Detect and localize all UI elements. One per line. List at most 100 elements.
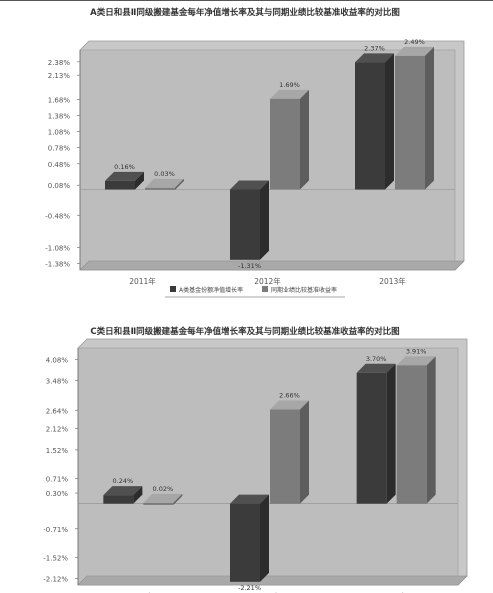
bar-front-face (355, 62, 385, 190)
bar-benchmark (395, 46, 434, 190)
y-tick-label: 2.13% (48, 72, 71, 80)
legend: A类基金份额净值增长率 同期业绩比较基准收益率 (165, 286, 345, 298)
bar-value-label: 3.70% (366, 355, 387, 363)
y-tick-label: 1.08% (48, 129, 71, 137)
bar-benchmark (396, 356, 436, 504)
bar-value-label: 2.49% (404, 38, 425, 46)
bar-front-face (396, 365, 427, 504)
bar-top-face (270, 400, 309, 410)
y-tick-label: 0.48% (48, 161, 71, 169)
bar-front-face (145, 187, 175, 190)
legend-swatch (262, 286, 268, 292)
bar-top-face (230, 494, 269, 504)
y-tick-label: -2.12% (43, 576, 68, 584)
bar-side-face (425, 46, 434, 190)
bar-side-face (300, 89, 309, 190)
bar-side-face (386, 363, 396, 504)
plot-floor (79, 260, 465, 271)
bar-side-face (135, 171, 144, 190)
x-category-label: 2013年 (379, 276, 406, 286)
y-tick-label: -0.71% (43, 526, 68, 534)
bar-value-label: 0.16% (114, 163, 135, 171)
bar-side-face (426, 356, 436, 504)
y-tick-label: 1.68% (48, 96, 71, 104)
bar-value-label: 3.91% (406, 347, 427, 355)
chart-panel-a: A类日和县Ⅱ同级搬建基金每年净值增长率及其与同期业绩比较基准收益率的对比图 2.… (45, 8, 465, 298)
bar-top-face (103, 486, 143, 496)
bar-front-face (230, 503, 260, 582)
bar-value-label: 1.69% (279, 81, 300, 89)
chart-title: A类日和县Ⅱ同级搬建基金每年净值增长率及其与同期业绩比较基准收益率的对比图 (90, 8, 400, 18)
bar-top-face (270, 89, 309, 99)
x-category-label: 2011年 (129, 276, 156, 286)
y-tick-label: 1.52% (46, 447, 69, 455)
bar-front-face (356, 372, 387, 504)
bar-front-face (230, 189, 260, 260)
chart-title: C类日和县Ⅱ同级搬建基金每年净值增长率及其与同期业绩比较基准收益率的对比图 (90, 327, 400, 337)
x-category-label: 2011年 (128, 591, 155, 593)
bar-value-label: 0.24% (113, 477, 134, 485)
bar-value-label: -2.21% (238, 584, 261, 592)
chart-a: 2.38% 2.13% 1.68% 1.38% 1.08% 0.78% 0.48% 0.08%… (45, 38, 465, 298)
bar-side-face (300, 400, 309, 504)
legend-label: 同期业绩比较基准收益率 (271, 286, 337, 294)
y-tick-label: 4.08% (46, 356, 69, 364)
bar-top-face (105, 171, 144, 181)
bar-top-face (356, 363, 396, 373)
y-tick-label: -1.38% (45, 261, 70, 269)
bar-front-face (270, 98, 300, 190)
x-category-label: 2012年 (255, 591, 282, 593)
bar-benchmark (270, 400, 309, 504)
y-tick-label: 0.71% (46, 476, 69, 484)
y-tick-label: 3.48% (46, 378, 69, 386)
y-tick-label: 0.08% (48, 182, 71, 190)
bar-value-label: 0.02% (153, 485, 174, 493)
x-category-label: 2013年 (381, 591, 408, 593)
y-tick-label: 2.64% (46, 407, 69, 415)
bar-value-label: 2.37% (364, 44, 385, 52)
bar-benchmark (143, 493, 183, 505)
bar-front-face (105, 180, 135, 190)
bar-fund (355, 53, 394, 190)
bar-top-face (143, 493, 183, 503)
y-tick-label: 2.38% (48, 59, 71, 67)
y-tick-label: 2.12% (46, 426, 69, 434)
bar-fund (230, 180, 269, 260)
bar-side-face (133, 486, 143, 504)
y-tick-label: 0.30% (46, 490, 69, 498)
bar-benchmark (145, 178, 184, 190)
bar-side-face (173, 493, 183, 505)
plot-floor (77, 575, 468, 586)
bar-front-face (143, 502, 174, 505)
chart-b: 4.08% 3.48% 2.64% 2.12% 1.52% 0.71% 0.30% -0.71… (43, 338, 468, 593)
bar-fund (356, 363, 396, 504)
bar-top-face (355, 53, 394, 63)
bar-benchmark (270, 89, 309, 190)
bar-fund (230, 494, 269, 582)
bar-front-face (270, 409, 300, 504)
y-tick-label: -0.48% (45, 212, 70, 220)
bar-value-label: 2.66% (279, 392, 300, 400)
bar-front-face (395, 55, 425, 190)
y-tick-label: -1.08% (45, 244, 70, 252)
bar-top-face (145, 178, 184, 188)
bar-top-face (230, 180, 269, 190)
bar-value-label: -1.31% (238, 262, 261, 270)
bar-value-label: 0.03% (154, 170, 175, 178)
y-tick-label: -1.52% (43, 554, 68, 562)
chart-panel-b: C类日和县Ⅱ同级搬建基金每年净值增长率及其与同期业绩比较基准收益率的对比图 4.… (0, 300, 493, 593)
bar-side-face (260, 180, 269, 260)
x-category-label: 2012年 (254, 276, 281, 286)
bar-side-face (385, 53, 394, 190)
bar-side-face (260, 494, 269, 582)
y-tick-label: 1.38% (48, 112, 71, 120)
legend-swatch (170, 286, 176, 292)
bar-top-face (395, 46, 434, 56)
legend-label: A类基金份额净值增长率 (179, 286, 243, 294)
top-rule (0, 0, 493, 1)
bar-fund (103, 486, 143, 504)
bar-fund (105, 171, 144, 190)
bar-side-face (175, 178, 184, 190)
bar-top-face (396, 356, 436, 366)
bar-front-face (103, 495, 134, 504)
